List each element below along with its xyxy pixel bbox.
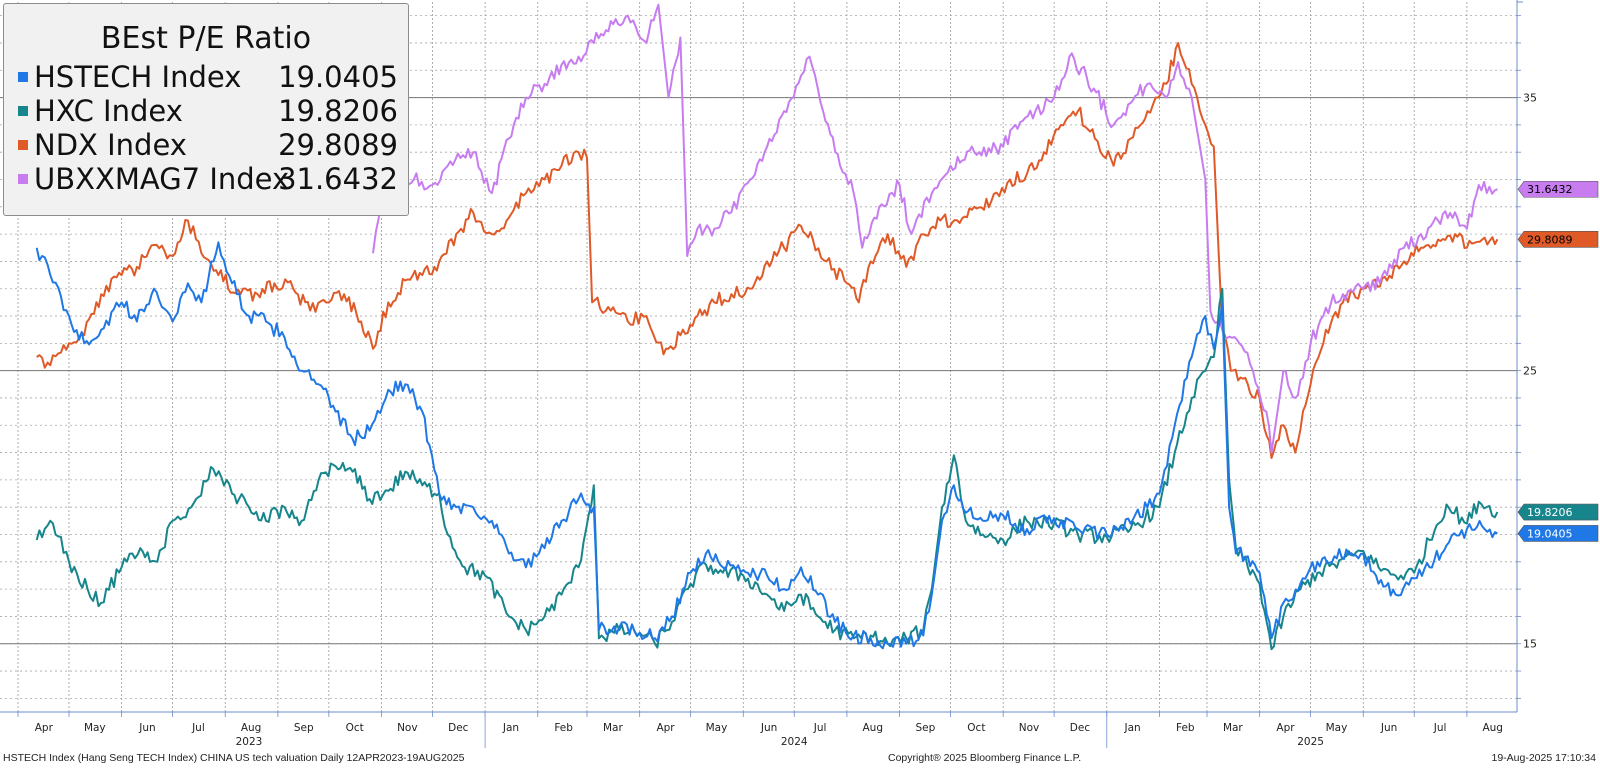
y-tick-label: 25	[1523, 365, 1537, 378]
legend-series-value: 31.6432	[278, 162, 398, 196]
x-tick-label: Feb	[554, 722, 573, 734]
last-value-tag: 19.8206	[1517, 503, 1599, 521]
chart-series	[35, 3, 1499, 651]
legend-series-name: NDX Index	[34, 128, 187, 162]
last-value-tag-label: 19.0405	[1527, 527, 1573, 540]
last-value-tag-box	[1517, 231, 1599, 248]
last-value-tag-label: 19.8206	[1527, 506, 1573, 519]
legend-item-ndx: NDX Index 29.8089	[18, 128, 398, 162]
x-tick-label: May	[84, 722, 106, 734]
legend-series-name: HSTECH Index	[34, 60, 242, 94]
footer-description: HSTECH Index (Hang Seng TECH Index) CHIN…	[3, 752, 465, 764]
x-tick-label: Mar	[603, 722, 623, 734]
last-value-tag-box	[1517, 525, 1599, 542]
last-value-tag: 29.8089	[1517, 231, 1599, 248]
chart-axes: 15 25 35 Apr May Jun Jul Aug Sep Oct Nov Dec Jan Feb M…	[0, 0, 1537, 748]
legend-series-value: 29.8089	[278, 128, 398, 162]
legend: BEst P/E Ratio HSTECH Index 19.0405 HXC …	[3, 3, 409, 216]
last-value-tag: 19.0405	[1517, 525, 1599, 542]
legend-series-name: HXC Index	[34, 94, 183, 128]
x-tick-label: Aug	[862, 722, 883, 734]
legend-series-name: UBXXMAG7 Index	[34, 162, 290, 196]
x-tick-label: Sep	[294, 722, 314, 734]
x-tick-label: Oct	[967, 722, 985, 734]
footer-copyright: Copyright® 2025 Bloomberg Finance L.P.	[888, 752, 1082, 764]
legend-swatch	[18, 106, 28, 116]
legend-swatch	[18, 140, 28, 150]
x-tick-label: May	[706, 722, 728, 734]
x-tick-label: Oct	[346, 722, 364, 734]
x-tick-label: Jun	[1380, 722, 1397, 734]
last-value-tag: 31.6432	[1517, 180, 1599, 198]
legend-item-ubxxmag7: UBXXMAG7 Index 31.6432	[18, 162, 398, 196]
x-tick-label: Jul	[191, 722, 205, 734]
x-tick-label: Jun	[760, 722, 777, 734]
legend-series-value: 19.8206	[278, 94, 398, 128]
legend-swatch	[18, 72, 28, 82]
series-line-hxc	[35, 287, 1499, 651]
series-line-ubxxmag7	[372, 3, 1498, 454]
x-tick-label: Sep	[916, 722, 936, 734]
x-tick-label: May	[1326, 722, 1348, 734]
footer-timestamp: 19-Aug-2025 17:10:34	[1491, 752, 1596, 764]
x-tick-label: Jul	[813, 722, 827, 734]
x-tick-label: Jun	[138, 722, 155, 734]
last-value-tag-box	[1517, 503, 1599, 521]
last-value-tag-label: 29.8089	[1527, 233, 1573, 246]
x-tick-label: Apr	[656, 722, 675, 734]
x-tick-label: Jul	[1433, 722, 1447, 734]
x-tick-label: Nov	[397, 722, 418, 734]
chart-title: BEst P/E Ratio	[100, 21, 312, 56]
series-line-hstech	[35, 241, 1498, 650]
year-label: 2025	[1297, 736, 1324, 748]
x-tick-label: Apr	[1276, 722, 1295, 734]
x-tick-label: Mar	[1223, 722, 1243, 734]
year-label: 2024	[781, 736, 808, 748]
last-value-tag-box	[1517, 180, 1599, 198]
x-tick-label: Aug	[241, 722, 262, 734]
legend-item-hstech: HSTECH Index 19.0405	[18, 60, 398, 94]
x-tick-label: Dec	[448, 722, 469, 734]
last-value-tag-label: 31.6432	[1527, 183, 1573, 196]
series-line-ndx	[36, 42, 1499, 459]
year-label: 2023	[236, 736, 263, 748]
last-value-tags: 19.0405 19.8206 29.8089 31.6432	[1517, 180, 1599, 542]
legend-series-value: 19.0405	[278, 60, 398, 94]
y-tick-label: 15	[1523, 638, 1537, 651]
x-tick-label: Apr	[35, 722, 54, 734]
x-tick-label: Jan	[1124, 722, 1141, 734]
x-tick-label: Nov	[1019, 722, 1040, 734]
x-tick-label: Aug	[1482, 722, 1503, 734]
x-tick-label: Jan	[502, 722, 519, 734]
x-tick-label: Feb	[1176, 722, 1195, 734]
x-tick-label: Dec	[1070, 722, 1091, 734]
legend-swatch	[18, 174, 28, 184]
legend-item-hxc: HXC Index 19.8206	[18, 94, 398, 128]
y-tick-label: 35	[1523, 92, 1537, 105]
